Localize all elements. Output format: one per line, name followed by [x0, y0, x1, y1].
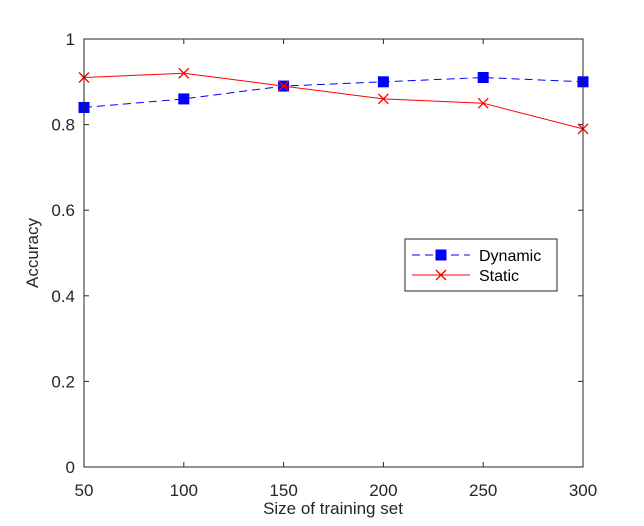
x-marker-stroke: [435, 269, 447, 281]
legend-items: Dynamic Static: [412, 248, 541, 285]
dynamic-line: [83, 77, 584, 108]
dynamic-point: [477, 72, 489, 84]
x-marker-stroke: [278, 80, 290, 92]
y-tick-label: 0: [66, 458, 75, 477]
y-tick-label: 0.2: [51, 372, 75, 391]
y-tick-label: 0.6: [51, 201, 75, 220]
x-tick-label: 200: [369, 481, 397, 500]
legend-box: [404, 238, 558, 292]
static-series: [78, 67, 589, 135]
static-line: [83, 72, 584, 130]
x-marker-stroke: [477, 97, 489, 109]
x-tick-label: 250: [469, 481, 497, 500]
legend: Dynamic Static: [404, 238, 558, 292]
x-tick-label: 300: [569, 481, 597, 500]
static-point: [278, 80, 290, 92]
y-axis-label: Accuracy: [23, 218, 42, 288]
x-marker-stroke: [178, 67, 190, 79]
x-tick-label: 50: [75, 481, 94, 500]
dynamic-point: [178, 93, 190, 105]
legend-item-static: Static: [412, 268, 519, 285]
y-tick-label: 0.4: [51, 287, 75, 306]
y-tick-label: 0.8: [51, 116, 75, 135]
static-point: [178, 67, 190, 79]
legend-item-dynamic: Dynamic: [412, 248, 541, 265]
dynamic-point: [377, 76, 389, 88]
x-marker-stroke: [377, 93, 389, 105]
y-tick-label: 1: [66, 30, 75, 49]
legend-label-dynamic: Dynamic: [479, 248, 541, 265]
static-point: [377, 93, 389, 105]
x-tick-label: 150: [269, 481, 297, 500]
tick-label-layer: 50 100 150 200 250 300 0 0.2 0.4 0.6 0.8 1: [51, 30, 597, 500]
x-axis-label: Size of training set: [263, 499, 403, 518]
plot-frame: [83, 38, 584, 468]
legend-label-static: Static: [479, 268, 519, 285]
legend-marker-dynamic: [435, 249, 447, 261]
static-point: [477, 97, 489, 109]
x-tick-label: 100: [170, 481, 198, 500]
legend-marker-static: [435, 269, 447, 281]
